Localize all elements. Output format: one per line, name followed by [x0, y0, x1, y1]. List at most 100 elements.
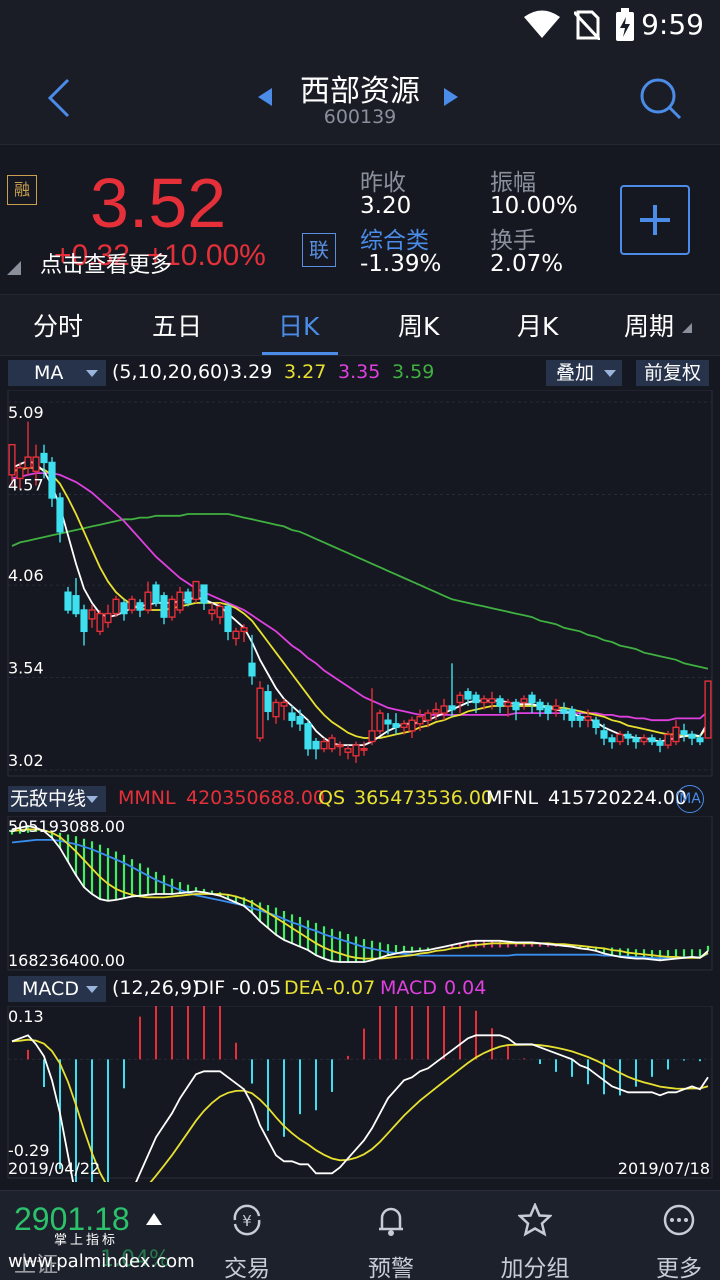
clock: 9:59: [641, 8, 704, 41]
candle-down: [696, 737, 704, 743]
candle-down: [648, 737, 656, 743]
candle-down: [536, 701, 544, 711]
candle-up: [408, 719, 416, 732]
ma-toggle-button[interactable]: MA: [676, 785, 704, 813]
linked-badge[interactable]: 联: [302, 233, 336, 267]
qs-label: QS: [318, 787, 346, 809]
macd-label: MACD: [380, 977, 437, 999]
macd-params: (12,26,9): [112, 977, 200, 999]
plus-icon: [640, 205, 670, 235]
candle-up: [640, 737, 648, 743]
candle-up: [8, 443, 16, 476]
watermark-title: 掌上指标: [54, 1233, 119, 1248]
tab-daily-k[interactable]: 日K: [278, 312, 320, 341]
next-stock-icon[interactable]: [444, 88, 458, 106]
stock-code: 600139: [323, 106, 397, 128]
candle-up: [376, 712, 384, 732]
y-tick-label: 5.09: [8, 403, 44, 422]
search-icon[interactable]: [638, 76, 682, 120]
candle-up: [280, 701, 288, 707]
candle-up: [208, 609, 216, 615]
candle-down: [48, 461, 56, 499]
tab-monthly-k[interactable]: 月K: [517, 312, 559, 341]
candle-up: [32, 456, 40, 473]
midline-chart[interactable]: 505193088.00 168236400.00: [0, 816, 720, 972]
overlay-dropdown[interactable]: 叠加: [546, 360, 622, 386]
candle-down: [64, 591, 72, 611]
y-tick-label: 4.57: [8, 475, 44, 494]
dif-line: [11, 1034, 709, 1182]
candle-up: [16, 467, 24, 480]
candle-up: [336, 744, 344, 748]
tab-five-day[interactable]: 五日: [152, 312, 203, 341]
ma10-line: [11, 466, 709, 739]
nav-add-group[interactable]: 加分组: [480, 1191, 590, 1280]
start-date-label: 2019/04/22: [8, 1159, 100, 1178]
candle-up: [616, 733, 624, 743]
mid-yellow-line: [11, 828, 709, 960]
dif-value: -0.05: [232, 977, 282, 999]
svg-text:¥: ¥: [242, 1212, 252, 1230]
adjust-button[interactable]: 前复权: [636, 360, 710, 386]
index-ticker[interactable]: 2901.18 上证 1.04% 掌上指标 www.palmindex.com: [0, 1191, 200, 1280]
candle-down: [200, 584, 208, 604]
dea-value: -0.07: [326, 977, 376, 999]
qs-value: 365473536.00: [354, 787, 494, 809]
candle-up: [480, 698, 488, 704]
header: 西部资源 600139: [0, 52, 720, 144]
candle-down: [120, 602, 128, 615]
mid-chart-frame: [7, 816, 713, 971]
macd-y-min-label: -0.29: [8, 1141, 49, 1160]
nav-alert[interactable]: 预警: [336, 1191, 446, 1280]
candle-up: [664, 733, 672, 746]
tab-period[interactable]: 周期: [624, 312, 675, 341]
candlestick-chart[interactable]: 5.09 4.57 4.06 3.54 3.02: [0, 390, 720, 780]
candle-down: [40, 452, 48, 464]
period-tabs: 分时 五日 日K 周K 月K 周期: [0, 294, 720, 356]
back-icon[interactable]: [40, 78, 80, 118]
mid-white-line: [11, 825, 709, 963]
tab-intraday[interactable]: 分时: [33, 312, 84, 341]
candle-down: [152, 584, 160, 604]
more-hint[interactable]: 点击查看更多: [40, 253, 173, 278]
adjust-label: 前复权: [644, 362, 702, 384]
candle-up: [96, 612, 104, 633]
tab-weekly-k[interactable]: 周K: [398, 312, 440, 341]
candle-up: [24, 456, 32, 469]
candle-up: [104, 612, 112, 624]
nav-trade[interactable]: ¥ 交易: [192, 1191, 302, 1280]
index-up-arrow-icon: [146, 1213, 162, 1225]
candle-down: [56, 497, 64, 533]
candle-up: [520, 698, 528, 704]
candle-up: [368, 730, 376, 743]
sector-label[interactable]: 综合类: [360, 228, 429, 254]
candle-down: [624, 733, 632, 739]
quote-panel[interactable]: 融 3.52 +0.32 +10.00% 点击查看更多 联 昨收 3.20 综合…: [0, 144, 720, 294]
macd-selector[interactable]: MACD: [8, 976, 106, 1002]
macd-indicator-bar: MACD (12,26,9) DIF -0.05 DEA -0.07 MACD …: [0, 974, 720, 1004]
prev-stock-icon[interactable]: [258, 88, 272, 106]
midline-selector[interactable]: 无敌中线: [8, 786, 106, 812]
mid-blue-line: [11, 838, 709, 960]
chart-frame: [7, 390, 713, 777]
macd-y-max-label: 0.13: [8, 1007, 44, 1026]
watermark-url: www.palmindex.com: [8, 1251, 195, 1272]
index-name: 上证: [14, 1253, 59, 1278]
candle-down: [688, 733, 696, 739]
candle-up: [344, 747, 352, 753]
change-percent: +10.00%: [146, 239, 266, 272]
ma-selector[interactable]: MA: [8, 360, 106, 386]
mmnl-label: MMNL: [118, 787, 176, 809]
nav-more[interactable]: 更多: [624, 1191, 720, 1280]
candle-down: [560, 708, 568, 714]
candle-up: [488, 698, 496, 704]
dea-line: [11, 1038, 709, 1182]
amplitude-value: 10.00%: [490, 193, 578, 219]
add-watchlist-button[interactable]: [620, 185, 690, 255]
candle-down: [448, 705, 456, 711]
no-sim-icon: [574, 10, 600, 40]
candle-up: [400, 723, 408, 729]
candle-up: [112, 598, 120, 615]
